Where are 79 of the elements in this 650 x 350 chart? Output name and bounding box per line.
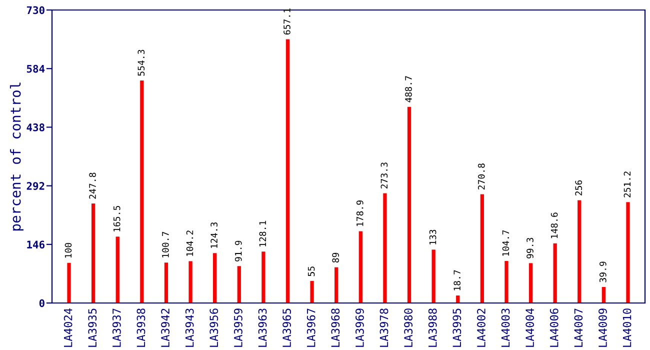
y-tick-label: 0 — [39, 299, 44, 308]
data-label: 100 — [64, 242, 72, 258]
data-label: 91.9 — [234, 240, 242, 262]
x-tick-label: LA3935 — [88, 308, 97, 347]
data-label: 124.3 — [210, 222, 218, 248]
data-label: 104.2 — [186, 230, 194, 256]
x-tick-label: LA3969 — [356, 308, 364, 347]
x-tick-label: LA3942 — [161, 308, 170, 347]
bar — [626, 202, 630, 303]
data-label: 133 — [429, 230, 436, 244]
bar — [432, 250, 436, 303]
bar — [578, 200, 582, 303]
x-tick-label: LA3938 — [136, 308, 146, 347]
data-label: 178.9 — [356, 200, 364, 226]
bar — [310, 280, 314, 303]
x-tick-label: LA4009 — [598, 308, 607, 347]
bar — [67, 262, 71, 303]
bar — [334, 267, 338, 303]
data-label: 18.7 — [454, 270, 461, 290]
y-tick-label: 438 — [26, 123, 44, 132]
x-tick-label: LA4003 — [501, 308, 510, 347]
x-tick-label: LA4024 — [64, 308, 72, 347]
x-tick-label: LA3967 — [306, 308, 316, 347]
x-tick-label: LA4006 — [550, 308, 558, 347]
bar — [286, 39, 290, 303]
bar — [91, 204, 96, 303]
x-tick-label: LA3963 — [258, 308, 267, 347]
bar — [140, 80, 144, 303]
data-label: 657.1 — [284, 8, 290, 35]
data-label: 554.3 — [138, 50, 145, 76]
data-label: 89 — [332, 252, 339, 263]
y-tick-label: 730 — [26, 6, 44, 14]
bar — [358, 231, 362, 303]
bar — [553, 243, 557, 303]
bar — [164, 262, 168, 303]
data-label: 104.7 — [502, 230, 510, 256]
x-tick-label: LA4010 — [622, 308, 632, 347]
x-tick-label: LA3978 — [380, 308, 388, 347]
data-label: 55 — [308, 266, 315, 276]
data-label: 488.7 — [405, 76, 412, 102]
bar — [504, 260, 508, 303]
x-tick-label: LA3965 — [282, 308, 291, 347]
data-label: 251.2 — [624, 172, 631, 198]
bar — [383, 193, 387, 303]
bar — [213, 253, 217, 303]
bar — [262, 252, 266, 303]
bar — [602, 286, 606, 303]
x-tick-label: LA3937 — [112, 308, 121, 347]
data-label: 39.9 — [600, 262, 606, 282]
y-tick-label: 292 — [26, 182, 44, 190]
x-tick-label: LA3968 — [331, 308, 340, 347]
x-tick-label: LA3956 — [210, 308, 218, 347]
y-tick-label: 584 — [26, 64, 45, 73]
bar — [188, 261, 192, 303]
x-tick-label: LA4004 — [526, 308, 534, 347]
data-label: 128.1 — [259, 220, 266, 246]
bar — [480, 194, 484, 303]
bar — [528, 263, 533, 303]
data-label: 273.3 — [380, 162, 388, 188]
data-label: 256 — [575, 180, 582, 196]
data-label: 99.3 — [526, 238, 534, 258]
x-tick-label: LA3959 — [234, 308, 242, 347]
bar — [407, 106, 412, 303]
x-tick-label: LA3995 — [452, 308, 462, 347]
data-label: 148.6 — [550, 212, 558, 238]
y-tick-label: 146 — [27, 240, 44, 249]
data-label: 247.8 — [89, 172, 96, 199]
x-tick-label: LA4002 — [477, 308, 486, 347]
y-axis-title: percent of control — [10, 82, 24, 230]
data-label: 165.5 — [113, 206, 120, 232]
x-tick-label: LA4007 — [574, 308, 583, 347]
data-label: 270.8 — [478, 164, 485, 190]
bar — [116, 236, 120, 303]
x-tick-label: LA3988 — [428, 308, 437, 347]
bar — [456, 295, 460, 303]
data-label: 100.7 — [162, 232, 169, 258]
x-tick-label: LA3943 — [185, 308, 194, 347]
bar — [237, 266, 241, 303]
x-tick-label: LA3980 — [404, 308, 413, 347]
